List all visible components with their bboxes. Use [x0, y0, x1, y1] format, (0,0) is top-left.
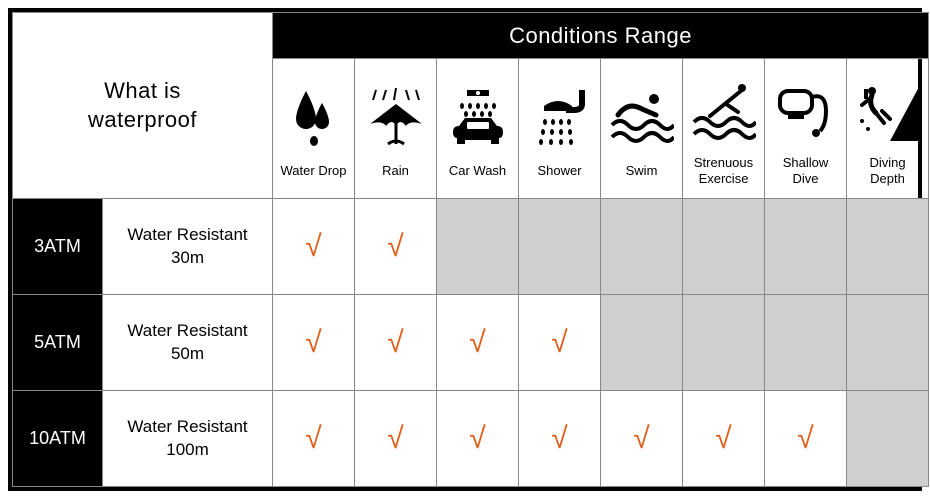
cell-3atm-0: √ [273, 199, 355, 295]
cond-label-swim: Swim [603, 159, 680, 179]
cell-5atm-5 [683, 295, 765, 391]
cond-car-wash: Car Wash [437, 59, 519, 199]
cell-5atm-3: √ [519, 295, 601, 391]
check-mark: √ [305, 326, 321, 359]
cell-10atm-1: √ [355, 391, 437, 487]
car-wash-icon [439, 79, 516, 159]
desc-10atm-line1: Water Resistant [127, 417, 247, 436]
cell-5atm-0: √ [273, 295, 355, 391]
cell-10atm-4: √ [601, 391, 683, 487]
check-mark: √ [387, 326, 403, 359]
cell-5atm-1: √ [355, 295, 437, 391]
check-mark: √ [715, 422, 731, 455]
cond-label-car-wash: Car Wash [439, 159, 516, 179]
check-mark: √ [469, 422, 485, 455]
check-mark: √ [305, 230, 321, 263]
cell-3atm-6 [765, 199, 847, 295]
cond-label-shower: Shower [521, 159, 598, 179]
cell-3atm-7 [847, 199, 929, 295]
cell-10atm-7 [847, 391, 929, 487]
check-mark: √ [797, 422, 813, 455]
row-3atm: 3ATM Water Resistant 30m √ √ [13, 199, 929, 295]
header-left-line1: What is [104, 78, 181, 103]
water-drop-icon [275, 79, 352, 159]
desc-3atm-line2: 30m [171, 248, 204, 267]
swim-icon [603, 79, 680, 159]
header-conditions-range: Conditions Range [273, 13, 929, 59]
check-mark: √ [387, 230, 403, 263]
shallow-dive-icon [767, 71, 844, 151]
waterproof-table-container: What is waterproof Conditions Range Wate… [8, 8, 922, 491]
cell-10atm-5: √ [683, 391, 765, 487]
cond-water-drop: Water Drop [273, 59, 355, 199]
cell-3atm-2 [437, 199, 519, 295]
waterproof-table: What is waterproof Conditions Range Wate… [12, 12, 929, 487]
cell-10atm-2: √ [437, 391, 519, 487]
cond-label-diving-depth: DivingDepth [849, 151, 926, 186]
strenuous-exercise-icon [685, 71, 762, 151]
cell-3atm-3 [519, 199, 601, 295]
cell-5atm-7 [847, 295, 929, 391]
check-mark: √ [305, 422, 321, 455]
cond-diving-depth: DivingDepth [847, 59, 929, 199]
diving-depth-icon [849, 71, 926, 151]
desc-10atm-line2: 100m [166, 440, 209, 459]
check-mark: √ [469, 326, 485, 359]
desc-3atm: Water Resistant 30m [103, 199, 273, 295]
cell-3atm-4 [601, 199, 683, 295]
check-mark: √ [551, 326, 567, 359]
desc-5atm-line1: Water Resistant [127, 321, 247, 340]
cond-label-shallow-dive: ShallowDive [767, 151, 844, 186]
cell-10atm-0: √ [273, 391, 355, 487]
cond-rain: Rain [355, 59, 437, 199]
desc-10atm: Water Resistant 100m [103, 391, 273, 487]
check-mark: √ [387, 422, 403, 455]
cond-shallow-dive: ShallowDive [765, 59, 847, 199]
cond-label-strenuous: StrenuousExercise [685, 151, 762, 186]
desc-5atm-line2: 50m [171, 344, 204, 363]
cell-5atm-2: √ [437, 295, 519, 391]
row-10atm: 10ATM Water Resistant 100m √ √ √ √ √ √ √ [13, 391, 929, 487]
cond-label-rain: Rain [357, 159, 434, 179]
cell-3atm-5 [683, 199, 765, 295]
row-5atm: 5ATM Water Resistant 50m √ √ √ √ [13, 295, 929, 391]
desc-3atm-line1: Water Resistant [127, 225, 247, 244]
cond-shower: Shower [519, 59, 601, 199]
cond-swim: Swim [601, 59, 683, 199]
check-mark: √ [633, 422, 649, 455]
cell-10atm-3: √ [519, 391, 601, 487]
desc-5atm: Water Resistant 50m [103, 295, 273, 391]
shower-icon [521, 79, 598, 159]
header-what-is-waterproof: What is waterproof [13, 13, 273, 199]
atm-label-5atm: 5ATM [13, 295, 103, 391]
atm-label-10atm: 10ATM [13, 391, 103, 487]
header-left-line2: waterproof [88, 107, 197, 132]
cond-label-water-drop: Water Drop [275, 159, 352, 179]
cell-5atm-4 [601, 295, 683, 391]
cell-3atm-1: √ [355, 199, 437, 295]
cell-5atm-6 [765, 295, 847, 391]
atm-label-3atm: 3ATM [13, 199, 103, 295]
cell-10atm-6: √ [765, 391, 847, 487]
check-mark: √ [551, 422, 567, 455]
cond-strenuous-exercise: StrenuousExercise [683, 59, 765, 199]
header-top-label: Conditions Range [509, 23, 692, 48]
rain-icon [357, 79, 434, 159]
